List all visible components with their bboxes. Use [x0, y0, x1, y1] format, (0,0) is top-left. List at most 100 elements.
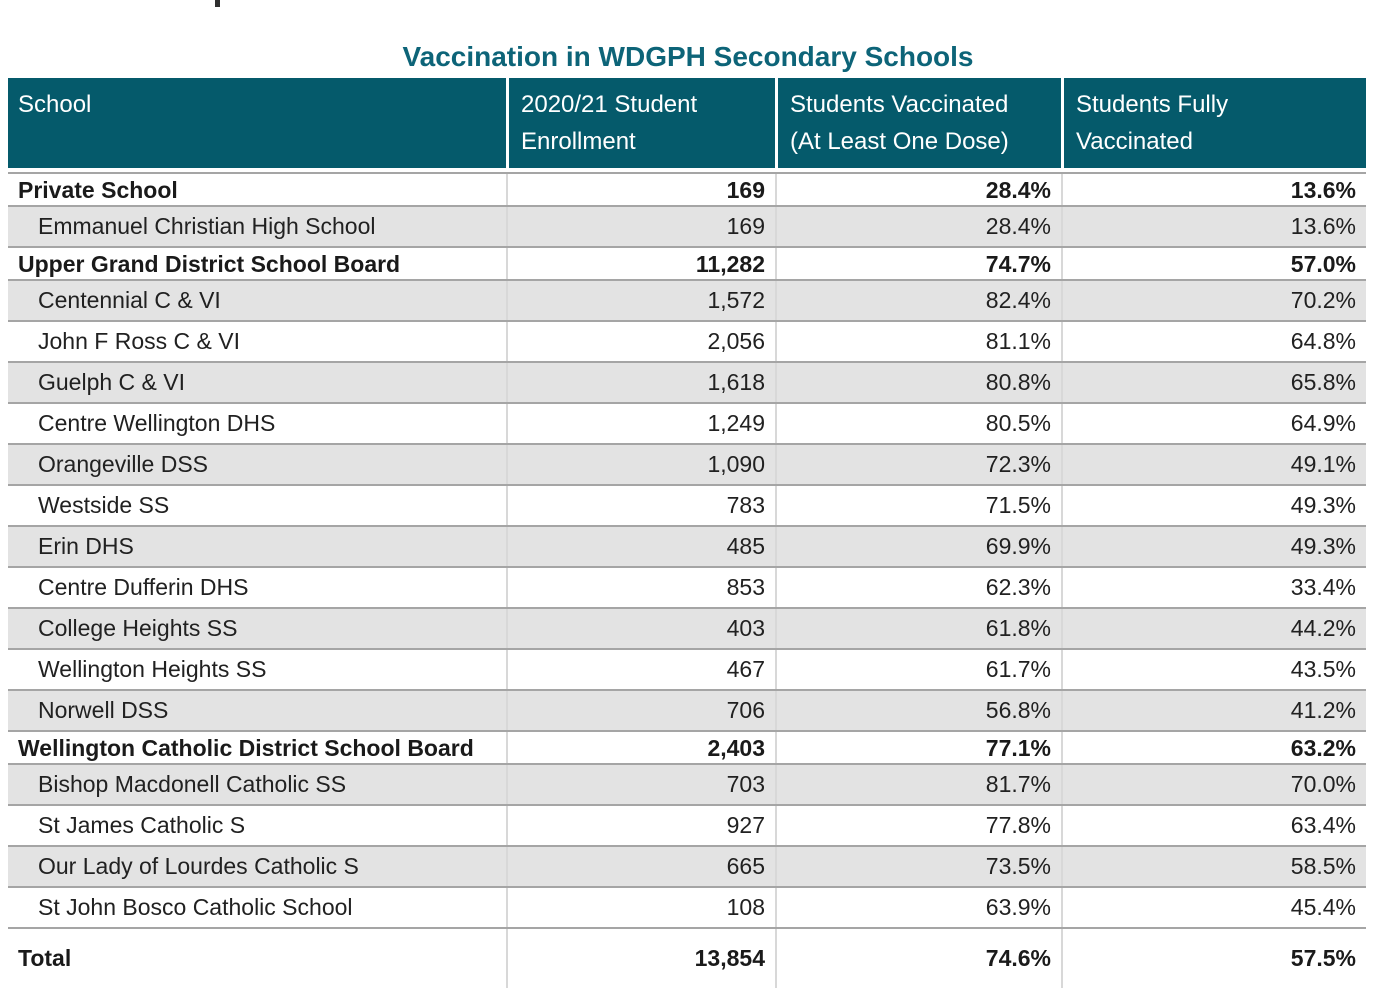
school-name-cell: Private School	[18, 177, 178, 203]
enrollment-cell: 467	[506, 650, 775, 689]
column-header-one-dose: Students Vaccinated (At Least One Dose)	[775, 78, 1061, 168]
enrollment-cell: 665	[506, 847, 775, 886]
fully-vaccinated-cell: 43.5%	[1061, 650, 1366, 689]
school-name-cell: Centre Dufferin DHS	[38, 574, 249, 600]
enrollment-cell: 1,572	[506, 281, 775, 320]
fully-vaccinated-cell: 64.8%	[1061, 322, 1366, 361]
column-header-enrollment: 2020/21 Student Enrollment	[506, 78, 775, 168]
school-row: Centre Wellington DHS 1,249 80.5% 64.9%	[8, 404, 1366, 445]
fully-vaccinated-cell: 49.1%	[1061, 445, 1366, 484]
school-name-cell: Erin DHS	[38, 533, 134, 559]
school-name-cell: Centennial C & VI	[38, 287, 221, 313]
fully-vaccinated-cell: 33.4%	[1061, 568, 1366, 607]
school-name-cell: Wellington Catholic District School Boar…	[18, 735, 474, 761]
one-dose-cell: 61.7%	[775, 650, 1061, 689]
enrollment-cell: 1,618	[506, 363, 775, 402]
school-name-cell: Our Lady of Lourdes Catholic S	[38, 853, 359, 879]
school-row: Norwell DSS 706 56.8% 41.2%	[8, 691, 1366, 732]
one-dose-cell: 81.1%	[775, 322, 1061, 361]
school-name-cell: Westside SS	[38, 492, 170, 518]
fully-vaccinated-cell: 45.4%	[1061, 888, 1366, 927]
school-row: St James Catholic S 927 77.8% 63.4%	[8, 806, 1366, 847]
school-name-cell: Bishop Macdonell Catholic SS	[38, 771, 347, 797]
one-dose-cell: 74.6%	[775, 929, 1061, 988]
one-dose-cell: 77.8%	[775, 806, 1061, 845]
school-name-cell: Centre Wellington DHS	[38, 410, 276, 436]
school-row: Guelph C & VI 1,618 80.8% 65.8%	[8, 363, 1366, 404]
fully-vaccinated-cell: 64.9%	[1061, 404, 1366, 443]
column-header-fully-vaccinated: Students Fully Vaccinated	[1061, 78, 1366, 168]
school-row: Wellington Heights SS 467 61.7% 43.5%	[8, 650, 1366, 691]
table-body: Private School 169 28.4% 13.6% Emmanuel Chri…	[8, 172, 1366, 988]
enrollment-cell: 706	[506, 691, 775, 730]
fully-vaccinated-cell: 63.4%	[1061, 806, 1366, 845]
fully-vaccinated-cell: 13.6%	[1061, 174, 1366, 205]
one-dose-cell: 73.5%	[775, 847, 1061, 886]
enrollment-cell: 485	[506, 527, 775, 566]
fully-vaccinated-cell: 44.2%	[1061, 609, 1366, 648]
total-row: Total 13,854 74.6% 57.5%	[8, 929, 1366, 988]
column-header-school: School	[18, 91, 92, 118]
school-name-cell: John F Ross C & VI	[38, 328, 240, 354]
fully-vaccinated-cell: 65.8%	[1061, 363, 1366, 402]
section-row: Upper Grand District School Board 11,282 7…	[8, 248, 1366, 281]
enrollment-cell: 783	[506, 486, 775, 525]
one-dose-cell: 72.3%	[775, 445, 1061, 484]
school-name-cell: Wellington Heights SS	[38, 656, 267, 682]
table-title: Vaccination in WDGPH Secondary Schools	[402, 41, 974, 72]
one-dose-cell: 71.5%	[775, 486, 1061, 525]
enrollment-cell: 108	[506, 888, 775, 927]
fully-vaccinated-cell: 57.5%	[1061, 929, 1366, 988]
school-row: Orangeville DSS 1,090 72.3% 49.1%	[8, 445, 1366, 486]
enrollment-cell: 403	[506, 609, 775, 648]
school-row: Our Lady of Lourdes Catholic S 665 73.5% 58…	[8, 847, 1366, 888]
one-dose-cell: 56.8%	[775, 691, 1061, 730]
enrollment-cell: 169	[506, 174, 775, 205]
one-dose-cell: 74.7%	[775, 248, 1061, 279]
one-dose-cell: 63.9%	[775, 888, 1061, 927]
enrollment-cell: 13,854	[506, 929, 775, 988]
school-name-cell: Guelph C & VI	[38, 369, 186, 395]
school-name-cell: Total	[18, 945, 72, 971]
school-row: Westside SS 783 71.5% 49.3%	[8, 486, 1366, 527]
vaccination-table: School 2020/21 Student Enrollment Studen…	[8, 78, 1366, 988]
section-row: Wellington Catholic District School Boar…	[8, 732, 1366, 765]
one-dose-cell: 28.4%	[775, 207, 1061, 246]
enrollment-cell: 1,249	[506, 404, 775, 443]
one-dose-cell: 77.1%	[775, 732, 1061, 763]
one-dose-cell: 81.7%	[775, 765, 1061, 804]
school-name-cell: Upper Grand District School Board	[18, 251, 401, 277]
fully-vaccinated-cell: 49.3%	[1061, 486, 1366, 525]
fully-vaccinated-cell: 57.0%	[1061, 248, 1366, 279]
school-row: Bishop Macdonell Catholic SS 703 81.7% 70.0…	[8, 765, 1366, 806]
school-name-cell: St James Catholic S	[38, 812, 246, 838]
fully-vaccinated-cell: 58.5%	[1061, 847, 1366, 886]
enrollment-cell: 853	[506, 568, 775, 607]
school-row: Erin DHS 485 69.9% 49.3%	[8, 527, 1366, 568]
enrollment-cell: 169	[506, 207, 775, 246]
one-dose-cell: 82.4%	[775, 281, 1061, 320]
fully-vaccinated-cell: 63.2%	[1061, 732, 1366, 763]
fully-vaccinated-cell: 41.2%	[1061, 691, 1366, 730]
school-name-cell: College Heights SS	[38, 615, 238, 641]
school-row: Centennial C & VI 1,572 82.4% 70.2%	[8, 281, 1366, 322]
school-row: St John Bosco Catholic School 108 63.9% 45.…	[8, 888, 1366, 929]
school-row: College Heights SS 403 61.8% 44.2%	[8, 609, 1366, 650]
school-name-cell: Orangeville DSS	[38, 451, 209, 477]
enrollment-cell: 703	[506, 765, 775, 804]
school-row: John F Ross C & VI 2,056 81.1% 64.8%	[8, 322, 1366, 363]
enrollment-cell: 11,282	[506, 248, 775, 279]
fully-vaccinated-cell: 70.2%	[1061, 281, 1366, 320]
one-dose-cell: 62.3%	[775, 568, 1061, 607]
enrollment-cell: 2,056	[506, 322, 775, 361]
section-row: Private School 169 28.4% 13.6%	[8, 174, 1366, 207]
school-row: Emmanuel Christian High School 169 28.4% 13…	[8, 207, 1366, 248]
school-name-cell: St John Bosco Catholic School	[38, 894, 353, 920]
one-dose-cell: 69.9%	[775, 527, 1061, 566]
one-dose-cell: 80.8%	[775, 363, 1061, 402]
table-header-row: School 2020/21 Student Enrollment Studen…	[8, 78, 1366, 168]
school-name-cell: Norwell DSS	[38, 697, 169, 723]
clipped-text-artifact	[215, 0, 220, 7]
school-name-cell: Emmanuel Christian High School	[38, 213, 376, 239]
one-dose-cell: 61.8%	[775, 609, 1061, 648]
